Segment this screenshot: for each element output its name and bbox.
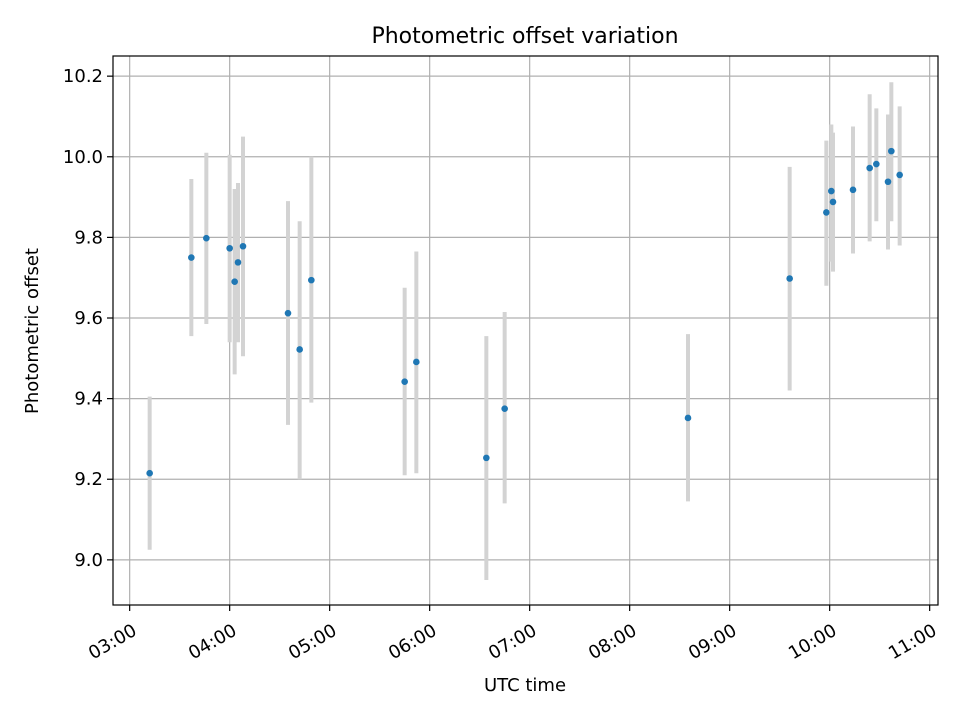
chart-title: Photometric offset variation [371,24,678,49]
data-point [896,171,903,179]
data-point [226,244,233,252]
data-point [401,378,408,385]
data-point [849,186,857,194]
plot-frame [112,55,939,606]
data-point [873,160,880,168]
data-point [823,209,830,216]
y-tick-label: 10.2 [63,66,103,87]
data-point [888,147,895,155]
data-point [308,276,315,284]
data-point [296,346,303,353]
data-point [829,198,837,206]
data-point [828,187,835,195]
data-point [234,259,242,266]
data-point [231,278,238,286]
y-tick-label: 9.6 [74,308,103,329]
data-point [884,178,892,186]
data-points [146,147,903,477]
data-point [483,454,490,462]
y-tick-label: 9.2 [74,469,103,490]
data-point [786,275,793,282]
data-point [866,164,873,172]
y-axis: 9.0 9.2 9.4 9.6 9.8 10.0 10.2 [63,66,113,571]
y-tick-label: 9.8 [74,227,103,248]
data-point [203,234,210,242]
grid [113,56,938,605]
data-point [239,242,247,250]
data-point [501,405,508,412]
x-axis-label: UTC time [484,675,566,696]
data-point [684,414,692,422]
y-tick-label: 9.4 [74,389,103,410]
data-point [284,309,292,317]
data-point [413,358,420,366]
data-point [188,254,195,261]
y-axis-label: Photometric offset [22,248,43,414]
y-tick-label: 9.0 [74,550,103,571]
y-tick-label: 10.0 [63,147,103,168]
data-point [146,469,153,477]
